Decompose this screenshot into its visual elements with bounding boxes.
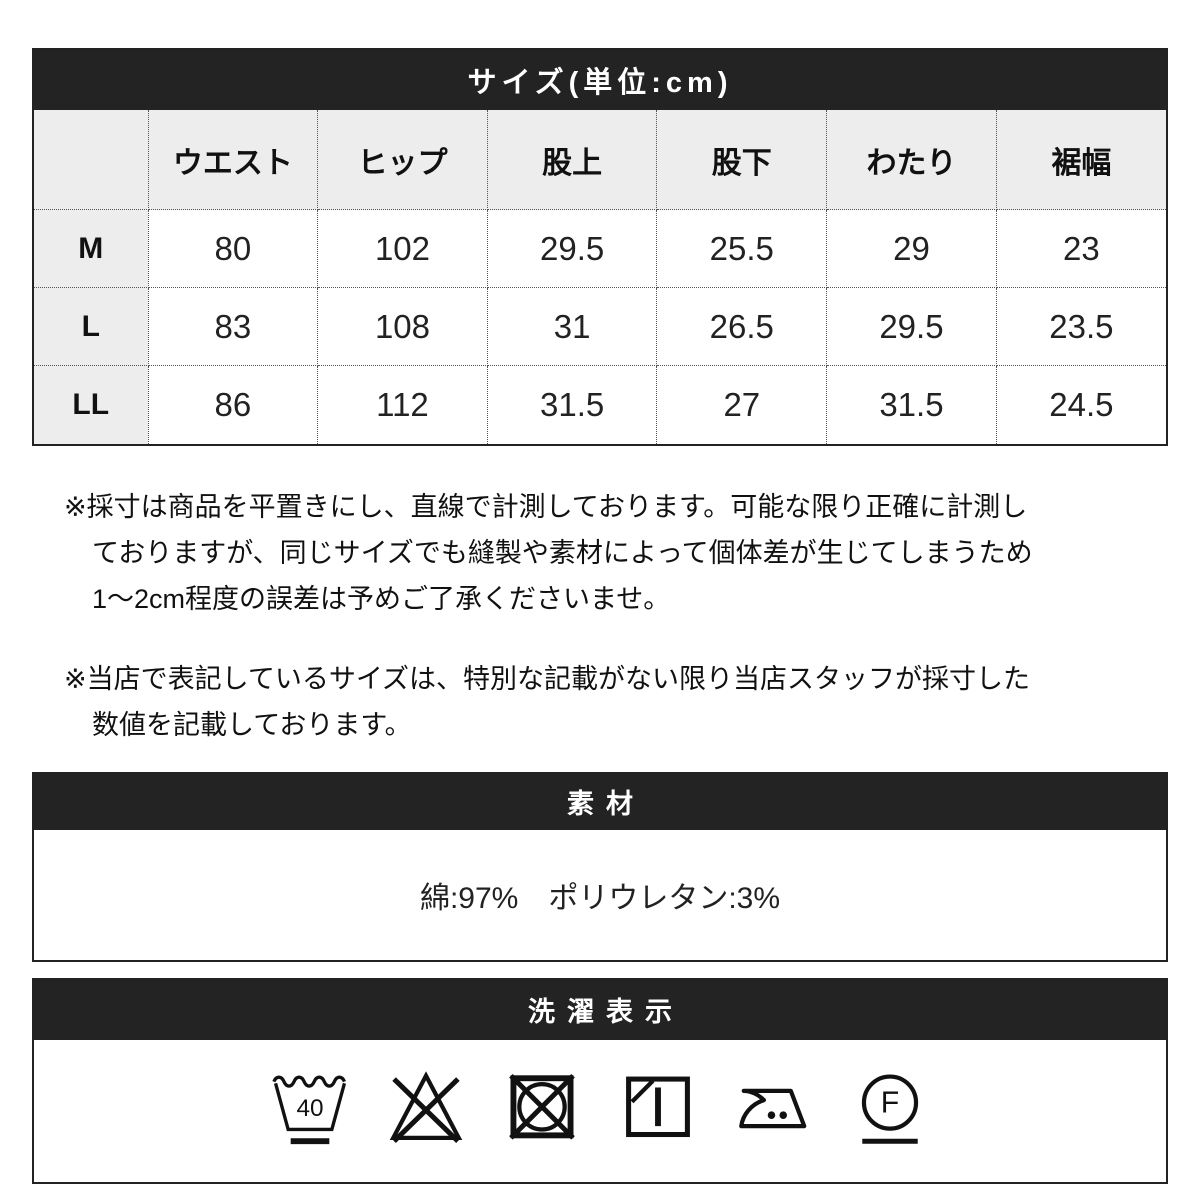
cell-value: 23	[996, 209, 1166, 288]
row-label-l: L	[34, 287, 149, 366]
cell-value: 83	[148, 287, 319, 366]
line-dry-in-shade-icon	[626, 1076, 690, 1137]
care-symbols-row: 40	[34, 1039, 1166, 1182]
svg-text:40: 40	[296, 1095, 323, 1122]
wash-40-gentle-icon: 40	[272, 1075, 347, 1144]
size-section-title: サイズ(単位:cm)	[34, 50, 1166, 110]
no-bleach-icon	[389, 1070, 463, 1143]
cell-value: 23.5	[996, 287, 1166, 366]
no-tumble-dry-icon	[509, 1073, 575, 1140]
material-composition: 綿:97% ポリウレタン:3%	[34, 829, 1166, 960]
svg-text:F: F	[881, 1086, 899, 1119]
cell-value: 31.5	[487, 365, 658, 444]
material-section: 素材 綿:97% ポリウレタン:3%	[32, 771, 1168, 962]
size-section: サイズ(単位:cm) ウエスト ヒップ 股上 股下 わたり 裾幅 M 80 10…	[32, 48, 1168, 446]
table-row-m: M 80 102 29.5 25.5 29 23	[34, 209, 1166, 288]
note-line: 数値を記載しております。	[92, 709, 412, 740]
col-header-rise: 股上	[487, 110, 658, 210]
col-header-waist: ウエスト	[148, 110, 319, 210]
cell-value: 24.5	[996, 365, 1166, 444]
col-header-hem: 裾幅	[996, 110, 1166, 210]
cell-value: 31.5	[826, 365, 997, 444]
table-row-ll: LL 86 112 31.5 27 31.5 24.5	[34, 365, 1166, 444]
table-row-l: L 83 108 31 26.5 29.5 23.5	[34, 287, 1166, 366]
measurement-note: ※採寸は商品を平置きにし、直線で計測しております。可能な限り正確に計測し ており…	[64, 484, 1152, 622]
cell-value: 29	[826, 209, 997, 288]
note-line: ※当店で表記しているサイズは、特別な記載がない限り当店スタッフが採寸した	[64, 663, 1031, 694]
staff-measured-note: ※当店で表記しているサイズは、特別な記載がない限り当店スタッフが採寸した 数値を…	[64, 656, 1152, 748]
notes-section: ※採寸は商品を平置きにし、直線で計測しております。可能な限り正確に計測し ており…	[64, 484, 1152, 748]
row-label-ll: LL	[34, 365, 149, 444]
cell-value: 108	[317, 287, 488, 366]
cell-value: 26.5	[656, 287, 828, 366]
cell-value: 112	[317, 365, 488, 444]
material-section-title: 素材	[34, 773, 1166, 830]
note-line: 1〜2cm程度の誤差は予めご了承くださいませ。	[92, 583, 671, 614]
care-section-title: 洗濯表示	[34, 979, 1166, 1040]
cell-value: 102	[317, 209, 488, 288]
cell-value: 25.5	[656, 209, 828, 288]
col-header-inseam: 股下	[656, 110, 828, 210]
cell-value: 31	[487, 287, 658, 366]
col-header-thigh: わたり	[826, 110, 997, 210]
note-line: ておりますが、同じサイズでも縫製や素材によって個体差が生じてしまうため	[92, 537, 1033, 568]
care-section: 洗濯表示 40	[32, 977, 1168, 1184]
cell-value: 29.5	[487, 209, 658, 288]
col-header-hip: ヒップ	[317, 110, 488, 210]
size-table: ウエスト ヒップ 股上 股下 わたり 裾幅 M 80 102 29.5 25.5…	[34, 110, 1166, 444]
corner-cell	[34, 110, 149, 210]
row-label-m: M	[34, 209, 149, 288]
dry-clean-f-gentle-icon: F	[861, 1073, 919, 1144]
note-line: ※採寸は商品を平置きにし、直線で計測しております。可能な限り正確に計測し	[64, 491, 1028, 522]
size-table-header-row: ウエスト ヒップ 股上 股下 わたり 裾幅	[34, 110, 1166, 210]
cell-value: 86	[148, 365, 319, 444]
iron-medium-icon	[739, 1088, 807, 1128]
cell-value: 80	[148, 209, 319, 288]
cell-value: 27	[656, 365, 828, 444]
cell-value: 29.5	[826, 287, 997, 366]
